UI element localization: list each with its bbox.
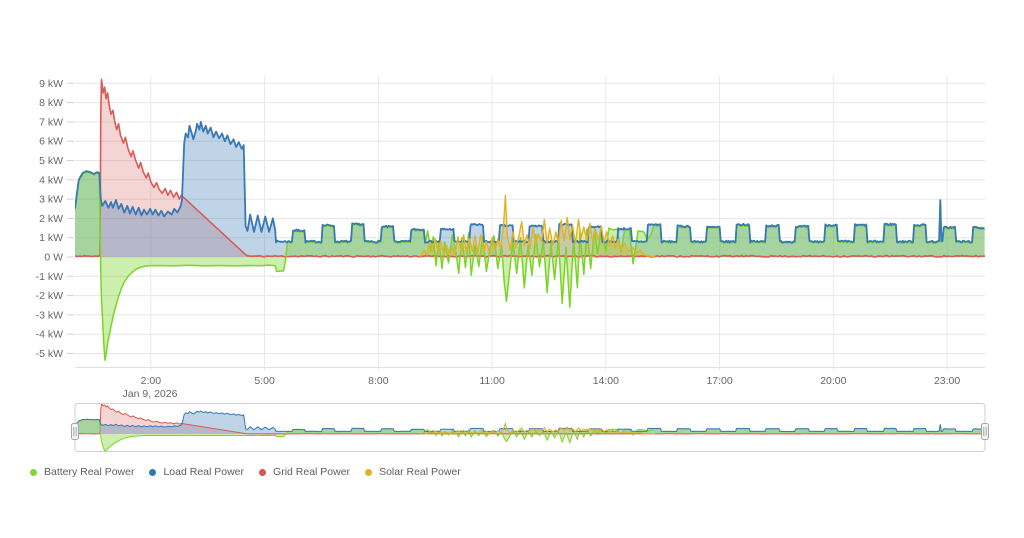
load-line [75,121,985,244]
x-axis-label: 5:00 [254,375,275,387]
y-axis-label: 3 kW [39,194,63,206]
y-axis-label: 8 kW [39,97,63,109]
grid-legend-dot-icon [259,468,267,476]
y-axis-label: -3 kW [36,309,64,321]
y-axis-label: 1 kW [39,232,63,244]
legend-item-battery[interactable]: Battery Real Power [30,466,134,478]
legend-label: Load Real Power [163,466,245,478]
solar-line [419,194,656,258]
navigator-series[interactable] [75,404,985,451]
grid-line [75,78,985,258]
plot-area[interactable] [75,78,985,362]
x-axis-label: 2:00 [141,375,162,387]
y-axis-label: 2 kW [39,213,63,225]
legend-item-load[interactable]: Load Real Power [149,466,244,478]
legend-item-solar[interactable]: Solar Real Power [365,466,461,478]
legend-label: Battery Real Power [44,466,135,478]
y-axis-label: 9 kW [39,78,63,90]
load-area [75,121,985,258]
y-axis-label: -2 kW [36,290,64,302]
y-axis-label: -4 kW [36,329,64,341]
y-axis-label: -1 kW [36,271,64,283]
y-axis-label: -5 kW [36,348,64,360]
chart-legend: Battery Real Power Load Real Power Grid Re… [30,466,461,478]
grid-area [75,79,985,258]
y-axis-label: 6 kW [39,136,63,148]
legend-label: Grid Real Power [273,466,351,478]
navigator-handle-left[interactable] [71,423,79,440]
legend-label: Solar Real Power [379,466,461,478]
x-axis-label: 17:00 [706,375,732,387]
x-axis-label: 8:00 [368,375,389,387]
x-axis-label: 14:00 [593,375,619,387]
navigator-handle-right[interactable] [981,423,989,440]
load-legend-dot-icon [149,468,157,476]
x-axis-label: 23:00 [934,375,960,387]
x-axis-date-label: Jan 9, 2026 [122,388,178,400]
legend-item-grid[interactable]: Grid Real Power [259,466,350,478]
y-axis-label: 5 kW [39,155,63,167]
battery-legend-dot-icon [30,468,37,476]
y-axis-label: 7 kW [39,116,63,128]
solar-legend-dot-icon [365,468,373,476]
x-axis-label: 20:00 [820,375,846,387]
x-axis-label: 11:00 [479,375,505,387]
y-axis-label: 0 W [44,252,63,264]
y-axis-label: 4 kW [39,174,63,186]
